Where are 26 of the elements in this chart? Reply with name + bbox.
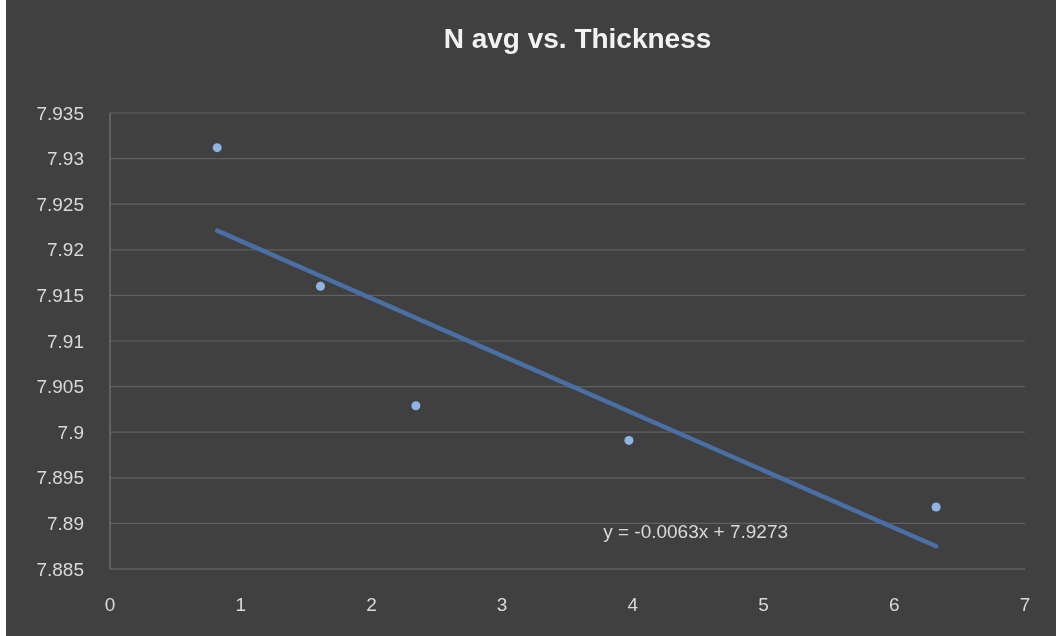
point — [315, 281, 325, 291]
y-tick-label: 7.925 — [36, 193, 84, 215]
y-tick-label: 7.93 — [47, 148, 84, 170]
chart-title: N avg vs. Thickness — [443, 23, 712, 54]
y-tick-label: 7.895 — [36, 467, 84, 489]
x-tick-label: 3 — [496, 593, 508, 615]
y-tick-label: 7.89 — [47, 513, 84, 535]
x-tick-label: 1 — [235, 593, 246, 615]
annotation: y = -0.0063x + 7.9273 — [603, 520, 789, 542]
point — [931, 502, 941, 512]
point — [624, 435, 634, 445]
y-tick-label: 7.935 — [36, 102, 84, 124]
y-tick-label: 7.885 — [36, 558, 84, 580]
x-tick-label: 4 — [627, 593, 639, 615]
y-tick-label: 7.915 — [36, 285, 84, 307]
y-tick-label: 7.92 — [47, 239, 84, 261]
point — [411, 401, 421, 411]
y-tick-label: 7.905 — [36, 376, 84, 398]
x-tick-label: 7 — [1019, 593, 1031, 615]
y-tick-label: 7.91 — [47, 330, 84, 352]
x-tick-label: 0 — [104, 593, 116, 615]
point — [212, 143, 222, 153]
y-tick-label: 7.9 — [57, 421, 84, 443]
x-tick-label: 5 — [758, 593, 769, 615]
x-tick-label: 2 — [366, 593, 377, 615]
x-tick-label: 6 — [889, 593, 900, 615]
